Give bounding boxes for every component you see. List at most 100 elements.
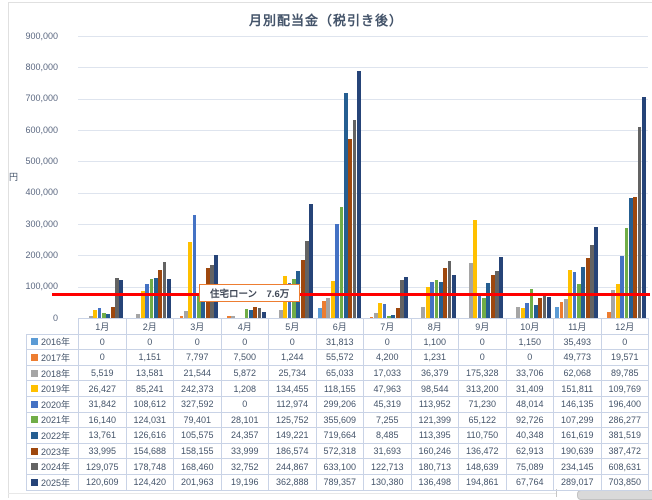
value-cell: 178,748 [125,458,174,475]
value-cell: 7,500 [220,349,269,366]
year-legend-cell: 2020年 [26,395,79,413]
value-cell: 40,348 [505,427,554,444]
bar-2021年-12月 [624,228,629,318]
bar-2018年-11月 [563,298,568,318]
value-cell: 112,974 [268,395,317,413]
month-header-cell: 12月 [600,318,649,335]
value-cell: 289,017 [553,473,602,491]
gridline [78,67,648,69]
bar-2019年-1月 [93,309,98,318]
bar-2018年-5月 [278,309,283,318]
value-cell: 129,075 [78,458,127,475]
bar-2025年-2月 [166,279,171,318]
value-cell: 8,485 [363,427,412,444]
value-cell: 381,519 [600,427,649,444]
bar-2021年-7月 [387,315,391,318]
bar-2021年-9月 [482,297,486,318]
bar-2020年-10月 [525,302,529,318]
bar-2024年-5月 [305,241,309,318]
y-tick-label: 700,000 [25,93,58,104]
bar-2023年-4月 [253,307,258,318]
bar-2023年-8月 [443,267,448,318]
value-cell: 122,713 [363,458,412,475]
bar-2018年-1月 [88,316,93,318]
value-cell: 313,200 [458,380,507,397]
mortgage-annotation[interactable]: 住宅ローン 7.6万 [199,284,301,302]
value-cell: 71,230 [458,395,507,413]
value-cell: 5,519 [78,364,127,382]
value-cell: 0 [600,333,649,351]
value-cell: 17,033 [363,364,412,382]
year-legend-cell: 2016年 [26,333,79,351]
bar-2019年-2月 [140,291,145,318]
bar-2021年-11月 [577,284,581,318]
bar-2020年-2月 [145,283,149,318]
bar-2019年-4月 [235,317,240,318]
value-cell: 244,867 [268,458,317,475]
table-row-2016年: 2016年 0 0 0 0 0 31,813 0 1,100 0 1,150 35,493 0 [26,333,649,351]
month-header-cell: 4月 [220,318,269,335]
bar-2020年-9月 [477,295,482,318]
value-cell: 160,246 [410,442,459,460]
y-tick-label: 100,000 [25,281,58,292]
y-tick-label: 900,000 [25,30,58,41]
table-row-2017年: 2017年 0 1,151 7,797 7,500 1,244 55,572 4,200 1,2… [26,349,649,366]
bar-2022年-1月 [106,313,111,318]
bar-2018年-4月 [231,316,236,318]
value-cell: 572,318 [315,442,364,460]
value-cell: 789,357 [315,473,364,491]
value-cell: 107,299 [553,411,602,429]
value-cell: 7,255 [363,411,412,429]
year-legend-cell: 2024年 [26,458,79,475]
value-cell: 0 [78,333,127,351]
value-cell: 0 [458,349,507,366]
value-cell: 125,752 [268,411,317,429]
value-cell: 0 [173,333,222,351]
bar-2024年-1月 [115,277,119,318]
year-label: 2020年 [41,399,71,410]
year-label: 2016年 [41,337,71,348]
mortgage-annotation-label: 住宅ローン 7.6万 [210,289,290,300]
bar-2017年-4月 [227,315,231,318]
value-cell: 703,850 [600,473,649,491]
value-cell: 136,472 [458,442,507,460]
value-cell: 151,811 [553,380,602,397]
gridline [78,192,648,194]
bar-2023年-7月 [395,308,400,318]
value-cell: 108,612 [125,395,174,413]
chart-data-table: 1月 2月 3月 4月 5月 6月 7月 8月 9月 10月 11月 12月 2016年 0 0 0 0 0 31,… [26,318,649,491]
bar-2017年-7月 [369,316,374,318]
scrollbar-track-divider [556,489,557,497]
bar-2024年-10月 [542,294,547,318]
bar-2024年-4月 [257,307,262,318]
value-cell: 146,135 [553,395,602,413]
bar-2019年-8月 [425,287,430,318]
value-cell: 19,571 [600,349,649,366]
month-header-cell: 11月 [553,318,602,335]
bar-2020年-1月 [97,308,102,318]
value-cell: 0 [458,333,507,351]
table-row-2024年: 2024年 129,075 178,748 168,460 32,752 244,867 6… [26,458,649,475]
gridline [78,130,648,131]
value-cell: 121,399 [410,411,459,429]
table-row-2018年: 2018年 5,519 13,581 21,544 5,872 25,734 65,033 1… [26,364,649,382]
year-legend-cell: 2023年 [26,442,79,460]
value-cell: 161,619 [553,427,602,444]
value-cell: 16,140 [78,411,127,429]
bar-2025年-7月 [404,277,409,318]
y-tick-label: 500,000 [25,155,58,166]
legend-swatch-icon [31,400,38,408]
y-tick-label: 600,000 [25,124,58,135]
y-tick-label: 400,000 [25,187,58,198]
year-legend-cell: 2017年 [26,349,79,366]
bar-2021年-1月 [102,312,106,318]
y-tick-label: 800,000 [25,61,58,72]
value-cell: 719,664 [315,427,364,444]
bar-2021年-6月 [339,206,344,318]
chart-left-border [8,2,9,498]
month-header-cell: 2月 [125,318,174,335]
value-cell: 45,319 [363,395,412,413]
bar-2024年-8月 [447,261,452,318]
bar-2017年-6月 [322,300,326,318]
